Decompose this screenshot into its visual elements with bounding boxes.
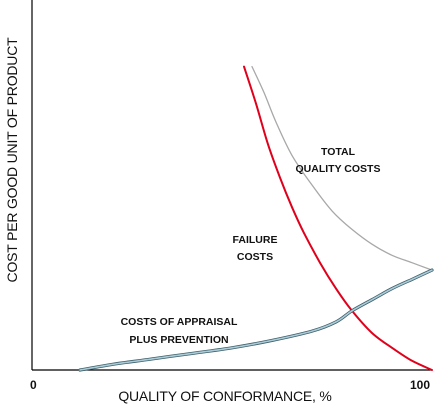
annotation-appraisal-line2: PLUS PREVENTION	[129, 334, 228, 346]
x-tick-label-min: 0	[30, 378, 37, 392]
series-failure-line	[243, 65, 433, 371]
series-appraisal-line	[79, 269, 433, 371]
annotation-appraisal-line1: COSTS OF APPRAISAL	[121, 316, 238, 328]
annotation-total-line2: QUALITY COSTS	[296, 163, 381, 175]
annotation-failure-line1: FAILURE	[233, 234, 278, 246]
annotation-failure-line2: COSTS	[237, 251, 273, 263]
x-tick-label-max: 100	[410, 378, 430, 392]
y-axis-title: COST PER GOOD UNIT OF PRODUCT	[4, 37, 20, 283]
x-axis-title: QUALITY OF CONFORMANCE, %	[118, 388, 331, 404]
annotation-total-line1: TOTAL	[321, 146, 356, 158]
series-layer	[78, 65, 434, 372]
series-total-line	[251, 65, 433, 271]
axes	[31, 0, 432, 371]
